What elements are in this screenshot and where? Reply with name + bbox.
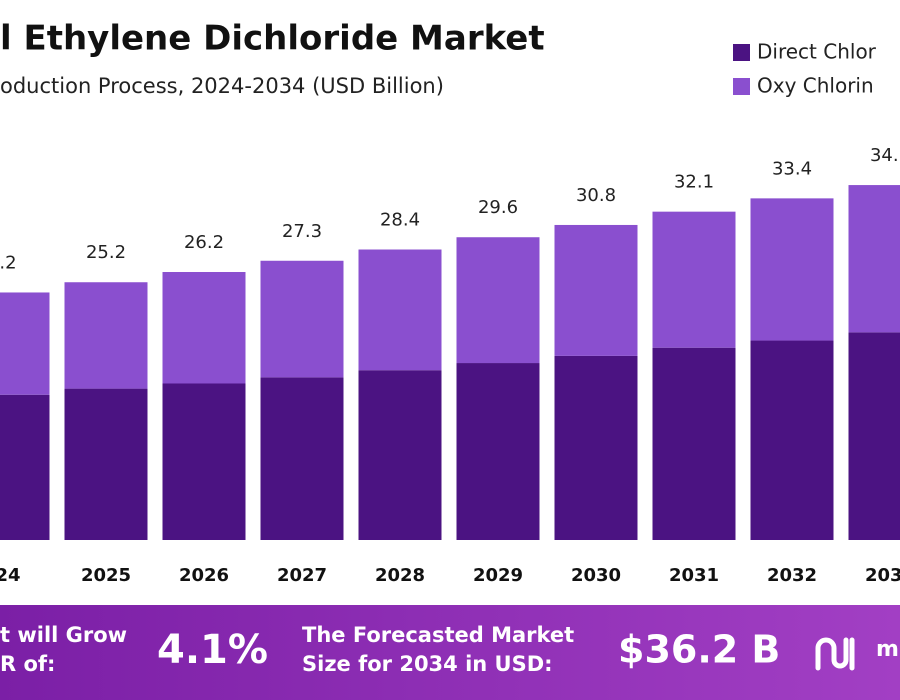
total-label: 25.2: [86, 242, 126, 263]
bar-segment: [554, 224, 638, 356]
x-tick-label: 2025: [81, 565, 131, 586]
total-label: 27.3: [282, 221, 322, 242]
x-tick-label: 2031: [669, 565, 719, 586]
chart-title: l Ethylene Dichloride Market: [0, 19, 545, 59]
total-label: 26.2: [184, 232, 224, 253]
x-tick-label: 24: [0, 565, 21, 586]
bar-segment: [260, 377, 344, 540]
bar-segment: [750, 340, 834, 540]
legend-label: Oxy Chlorin: [757, 74, 874, 98]
logo: m: [815, 637, 899, 671]
x-tick-label: 2033: [865, 565, 900, 586]
total-label: 34.7: [870, 145, 900, 166]
bar-segment: [358, 249, 442, 371]
footer-text: t will Grow: [0, 623, 127, 647]
bar-segment: [64, 388, 148, 540]
x-tick-label: 2029: [473, 565, 523, 586]
legend-swatch: [733, 78, 750, 95]
bar-segment: [162, 272, 246, 384]
bar-segment: [848, 185, 900, 333]
x-tick-label: 2028: [375, 565, 425, 586]
bar-segment: [554, 355, 638, 540]
total-label: 32.1: [674, 172, 714, 193]
total-label: 30.8: [576, 185, 616, 206]
bar-segment: [162, 383, 246, 540]
legend-swatch: [733, 44, 750, 61]
bar-segment: [456, 363, 540, 540]
x-tick-label: 2030: [571, 565, 621, 586]
logo-mark: [815, 637, 855, 671]
logo-text: m: [876, 637, 899, 662]
total-label: 29.6: [478, 197, 518, 218]
bar-segment: [652, 211, 736, 348]
footer-text: R of:: [0, 652, 55, 676]
bar-segment: [848, 332, 900, 540]
bar-segment: [750, 198, 834, 341]
x-tick-label: 2026: [179, 565, 229, 586]
footer-banner: [0, 605, 900, 700]
chart-subtitle: oduction Process, 2024-2034 (USD Billion…: [0, 74, 444, 98]
total-label: 33.4: [772, 158, 812, 179]
bar-segment: [64, 282, 148, 389]
bar-segment: [0, 292, 50, 395]
footer-text: Size for 2034 in USD:: [302, 652, 553, 676]
bar-segment: [358, 370, 442, 540]
bar-segment: [260, 260, 344, 378]
bar-segment: [0, 394, 50, 540]
total-label: 28.4: [380, 210, 420, 231]
total-label: .2: [0, 252, 17, 273]
forecast-value: $36.2 B: [618, 628, 780, 672]
footer-text: The Forecasted Market: [302, 623, 574, 647]
legend-label: Direct Chlor: [757, 40, 877, 64]
x-tick-label: 2032: [767, 565, 817, 586]
bar-segment: [652, 347, 736, 540]
cagr-value: 4.1%: [157, 627, 268, 673]
x-tick-label: 2027: [277, 565, 327, 586]
bar-segment: [456, 237, 540, 364]
